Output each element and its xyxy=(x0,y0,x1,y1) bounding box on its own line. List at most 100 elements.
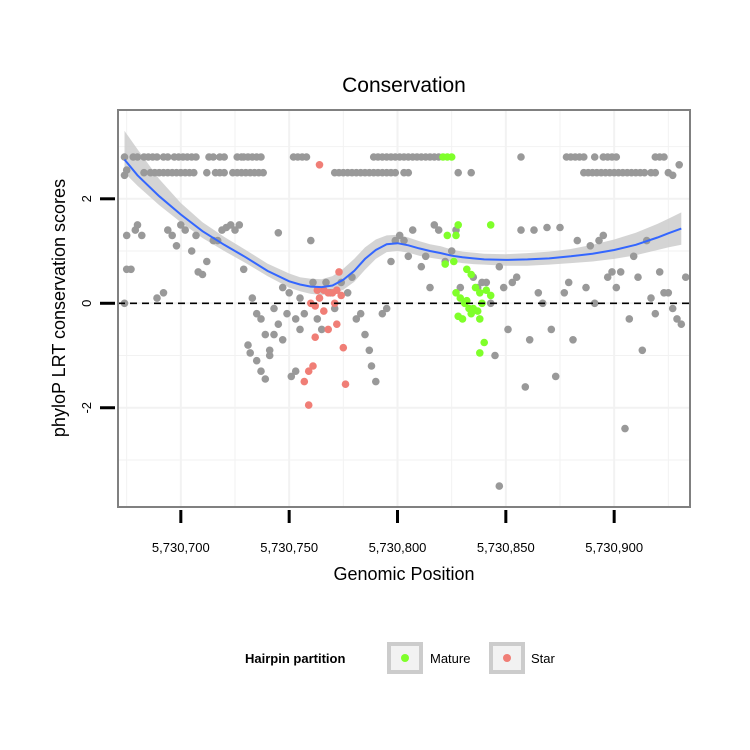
data-point-other xyxy=(220,153,228,161)
data-point-other xyxy=(285,289,294,297)
data-point-mature xyxy=(443,231,452,240)
data-point-mature xyxy=(476,349,484,357)
data-point-star xyxy=(333,320,341,329)
data-point-mature xyxy=(456,294,465,302)
data-point-other xyxy=(274,320,283,329)
data-point-other xyxy=(608,268,616,276)
data-point-other xyxy=(668,304,677,313)
legend: Hairpin partition Mature Star xyxy=(245,642,556,674)
data-point-other xyxy=(122,265,131,274)
y-axis-title: phyloP LRT conservation scores xyxy=(49,179,69,437)
data-point-other xyxy=(322,278,330,287)
data-point-other xyxy=(153,294,161,302)
data-point-other xyxy=(365,346,374,355)
data-point-other xyxy=(673,315,681,323)
data-point-other xyxy=(198,270,207,279)
data-point-other xyxy=(640,168,649,177)
y-tick-label: 2 xyxy=(79,195,94,202)
data-point-other xyxy=(120,153,129,161)
data-point-other xyxy=(153,153,161,161)
data-point-star xyxy=(337,291,346,300)
data-point-other xyxy=(651,168,660,177)
data-point-other xyxy=(391,168,400,177)
data-point-other xyxy=(421,252,430,261)
data-point-other xyxy=(430,221,439,229)
data-point-mature xyxy=(447,153,456,161)
data-point-mature xyxy=(471,283,480,292)
data-point-other xyxy=(400,236,408,245)
data-point-other xyxy=(467,168,476,177)
data-point-mature xyxy=(467,309,476,318)
data-point-mature xyxy=(452,289,460,297)
data-point-star xyxy=(304,367,313,376)
data-point-other xyxy=(651,309,660,318)
data-point-other xyxy=(261,330,270,339)
data-point-other xyxy=(231,226,239,234)
data-point-mature xyxy=(463,265,471,274)
data-point-other xyxy=(203,257,211,266)
x-tick-label: 5,730,900 xyxy=(585,540,643,555)
data-point-other xyxy=(181,226,189,234)
star-points xyxy=(300,161,350,409)
data-point-mature xyxy=(482,286,491,295)
legend-title: Hairpin partition xyxy=(245,651,345,666)
data-point-other xyxy=(560,289,569,297)
data-point-other xyxy=(447,247,456,255)
mature-points xyxy=(439,153,495,357)
data-point-other xyxy=(647,294,655,302)
data-point-other xyxy=(456,283,465,292)
data-point-other xyxy=(159,289,168,297)
legend-label-star: Star xyxy=(531,651,556,666)
smooth-line-layer xyxy=(123,158,682,289)
data-point-star xyxy=(333,286,341,295)
data-point-other xyxy=(521,383,530,391)
data-point-other xyxy=(582,283,590,292)
data-point-other xyxy=(226,221,235,229)
data-point-other xyxy=(612,153,621,161)
data-point-star xyxy=(300,377,309,386)
legend-dot-star xyxy=(503,654,511,662)
data-point-other xyxy=(296,325,304,334)
data-point-mature xyxy=(452,231,460,240)
data-point-other xyxy=(372,377,380,386)
chart-title: Conservation xyxy=(342,74,466,97)
data-point-other xyxy=(426,283,434,292)
data-point-other xyxy=(192,231,200,240)
data-point-other xyxy=(573,236,582,245)
data-point-other xyxy=(246,349,254,357)
data-point-mature xyxy=(473,307,482,315)
data-point-other xyxy=(352,315,361,323)
data-point-other xyxy=(270,330,278,339)
data-point-other xyxy=(278,336,287,344)
smooth-line xyxy=(123,158,682,289)
data-point-mature xyxy=(450,257,458,266)
data-point-other xyxy=(317,325,326,334)
y-tick-label: -2 xyxy=(79,402,94,414)
data-point-other xyxy=(551,372,560,381)
data-point-other xyxy=(343,289,352,297)
data-point-other xyxy=(495,262,504,271)
data-point-other xyxy=(367,362,376,370)
x-tick-label: 5,730,700 xyxy=(152,540,210,555)
confidence-ribbon-layer xyxy=(124,130,682,295)
data-point-other xyxy=(655,268,664,276)
data-point-other xyxy=(387,257,395,266)
data-point-other xyxy=(590,299,599,308)
data-point-other xyxy=(599,231,608,240)
data-point-other xyxy=(512,273,521,282)
data-point-other xyxy=(499,283,508,292)
data-point-other xyxy=(220,168,228,177)
data-point-other xyxy=(164,153,172,161)
data-point-star xyxy=(313,286,322,295)
data-point-other xyxy=(556,223,564,232)
data-point-other xyxy=(248,294,257,302)
data-point-other xyxy=(257,153,265,161)
data-point-other xyxy=(625,315,634,323)
data-point-other xyxy=(525,336,534,344)
data-point-other xyxy=(638,346,647,355)
data-point-other xyxy=(309,278,317,287)
data-point-other xyxy=(192,153,200,161)
panel-border xyxy=(117,109,691,508)
data-point-star xyxy=(335,268,343,276)
